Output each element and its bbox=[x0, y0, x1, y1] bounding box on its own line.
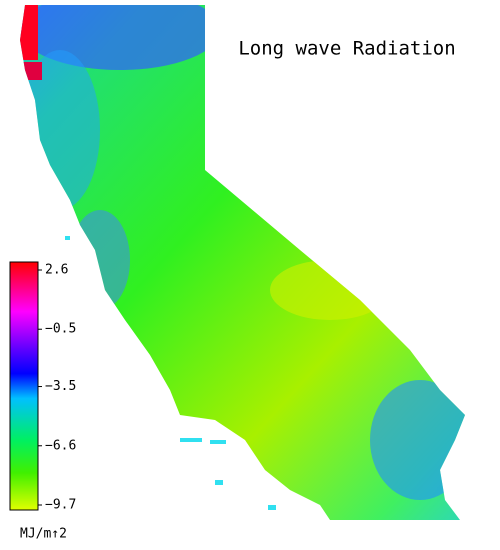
colorbar-ticks: 2.6 −0.5 −3.5 −6.6 −9.7 bbox=[38, 263, 76, 513]
map-title: Long wave Radiation bbox=[238, 38, 455, 60]
colorbar-tick-label: −0.5 bbox=[45, 322, 76, 337]
colorbar-tick-label: 2.6 bbox=[45, 263, 68, 278]
colorbar-tick-label: −3.5 bbox=[45, 379, 76, 394]
colorbar-tick-label: −6.6 bbox=[45, 438, 76, 453]
colorbar bbox=[9, 261, 39, 511]
colorbar-tick-label: −9.7 bbox=[45, 498, 76, 513]
colorbar-unit: MJ/m↑2 bbox=[20, 527, 67, 542]
islands bbox=[65, 236, 276, 510]
